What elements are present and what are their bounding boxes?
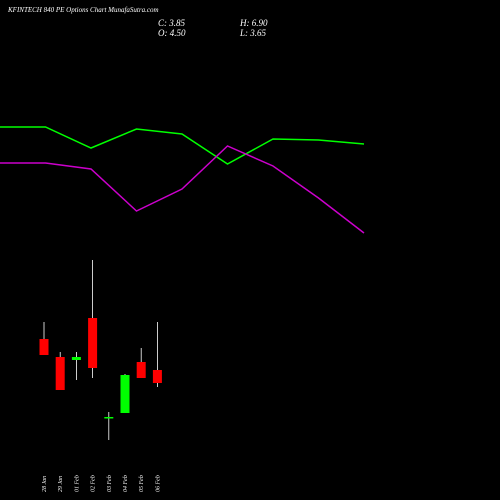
indicator-line — [0, 145, 365, 234]
candle-body — [71, 357, 81, 360]
x-tick-label: 29 Jan — [58, 476, 64, 492]
candle-body — [136, 362, 146, 378]
low-label: L: 3.65 — [239, 28, 267, 38]
x-tick-label: 03 Feb — [107, 475, 113, 492]
x-tick-label: 02 Feb — [91, 475, 97, 492]
candle-body — [39, 339, 49, 355]
indicator-line — [0, 126, 365, 165]
candle-body — [120, 375, 130, 413]
candle-body — [104, 417, 114, 419]
open-label: O: 4.50 — [158, 28, 186, 38]
candle-body — [55, 357, 65, 390]
x-tick-label: 28 Jan — [42, 476, 48, 492]
candle-body — [88, 318, 98, 368]
chart-title: KFINTECH 840 PE Options Chart MunafaSutr… — [7, 6, 159, 14]
x-tick-label: 06 Feb — [155, 475, 161, 492]
close-label: C: 3.85 — [158, 18, 186, 28]
high-label: H: 6.90 — [239, 18, 268, 28]
x-tick-label: 04 Feb — [122, 475, 129, 492]
candle-body — [152, 370, 162, 383]
x-tick-label: 05 Feb — [139, 475, 145, 492]
x-tick-label: 01 Feb — [74, 475, 80, 492]
